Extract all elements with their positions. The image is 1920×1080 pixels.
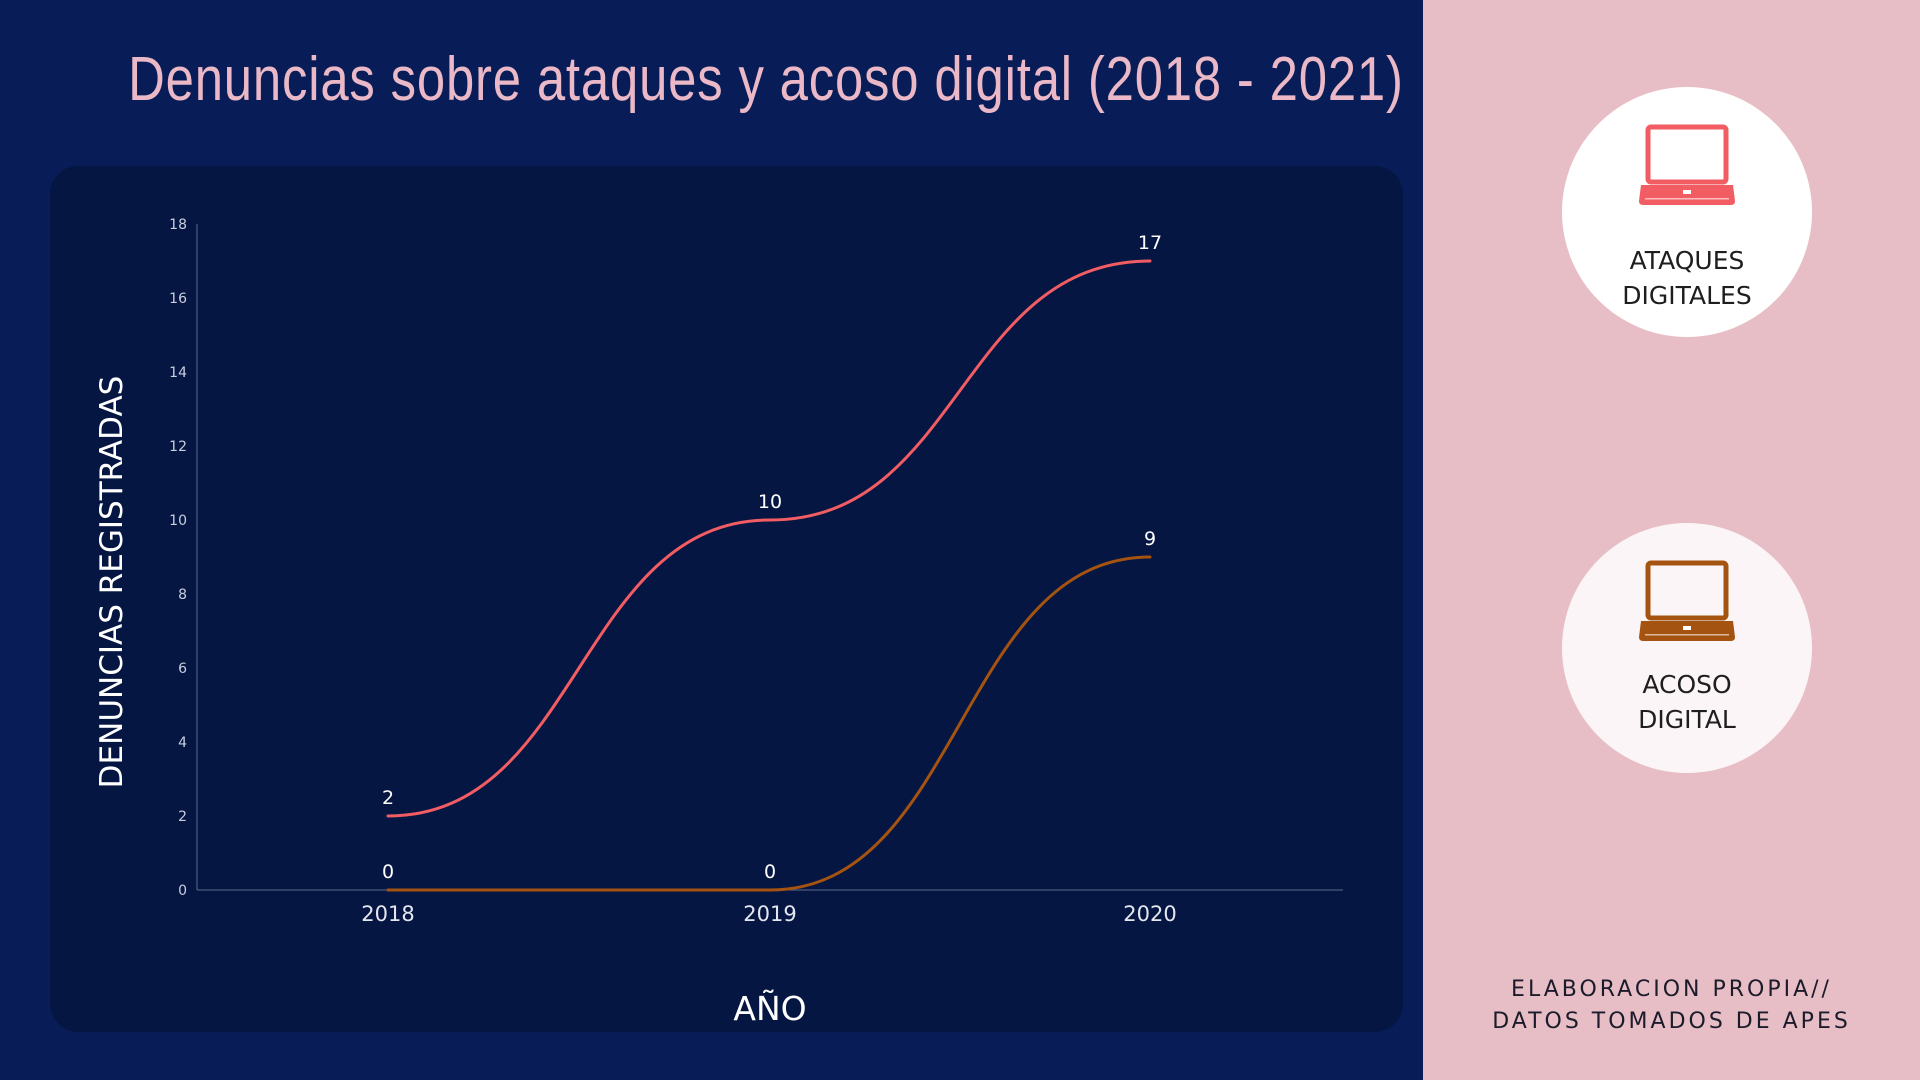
x-tick-label: 2020 bbox=[1123, 902, 1176, 926]
x-tick-label: 2018 bbox=[361, 902, 414, 926]
y-tick-label: 8 bbox=[178, 587, 187, 603]
data-label: 9 bbox=[1144, 528, 1156, 550]
series-line-harassment bbox=[386, 555, 1152, 892]
series-line-attacks bbox=[386, 259, 1152, 818]
source-note: ELABORACION PROPIA// DATOS TOMADOS DE AP… bbox=[1423, 974, 1920, 1038]
page-title: Denuncias sobre ataques y acoso digital … bbox=[128, 45, 1404, 114]
source-line-1: ELABORACION PROPIA// bbox=[1511, 977, 1832, 1002]
y-tick-label: 12 bbox=[169, 439, 187, 455]
data-label: 17 bbox=[1138, 232, 1162, 254]
legend-label-harassment: ACOSO DIGITAL bbox=[1638, 670, 1736, 734]
line-chart: 0 2 4 6 8 10 12 14 16 18 2018 2019 2020 DENUNCIAS REG… bbox=[94, 217, 1343, 1028]
legend-item-attacks: ATAQUES DIGITALES bbox=[1562, 87, 1812, 337]
y-tick-label: 18 bbox=[169, 217, 187, 233]
laptop-icon bbox=[1639, 560, 1735, 641]
y-tick-label: 2 bbox=[178, 809, 187, 825]
chart-card: 0 2 4 6 8 10 12 14 16 18 2018 2019 2020 DENUNCIAS REG… bbox=[50, 166, 1403, 1032]
data-label: 2 bbox=[382, 787, 394, 809]
y-tick-label: 4 bbox=[178, 735, 187, 751]
data-label: 0 bbox=[764, 861, 776, 883]
y-tick-label: 10 bbox=[169, 513, 187, 529]
y-tick-label: 6 bbox=[178, 661, 187, 677]
x-axis-title: AÑO bbox=[733, 989, 806, 1028]
y-tick-label: 0 bbox=[178, 883, 187, 899]
legend-item-harassment: ACOSO DIGITAL bbox=[1562, 523, 1812, 773]
laptop-icon bbox=[1639, 124, 1735, 205]
source-line-2: DATOS TOMADOS DE APES bbox=[1492, 1009, 1851, 1034]
y-axis-title: DENUNCIAS REGISTRADAS bbox=[94, 376, 130, 789]
data-label: 10 bbox=[758, 491, 782, 513]
data-label: 0 bbox=[382, 861, 394, 883]
y-tick-label: 16 bbox=[169, 291, 187, 307]
x-tick-label: 2019 bbox=[743, 902, 796, 926]
y-tick-label: 14 bbox=[169, 365, 187, 381]
legend-label-attacks: ATAQUES DIGITALES bbox=[1622, 246, 1752, 310]
